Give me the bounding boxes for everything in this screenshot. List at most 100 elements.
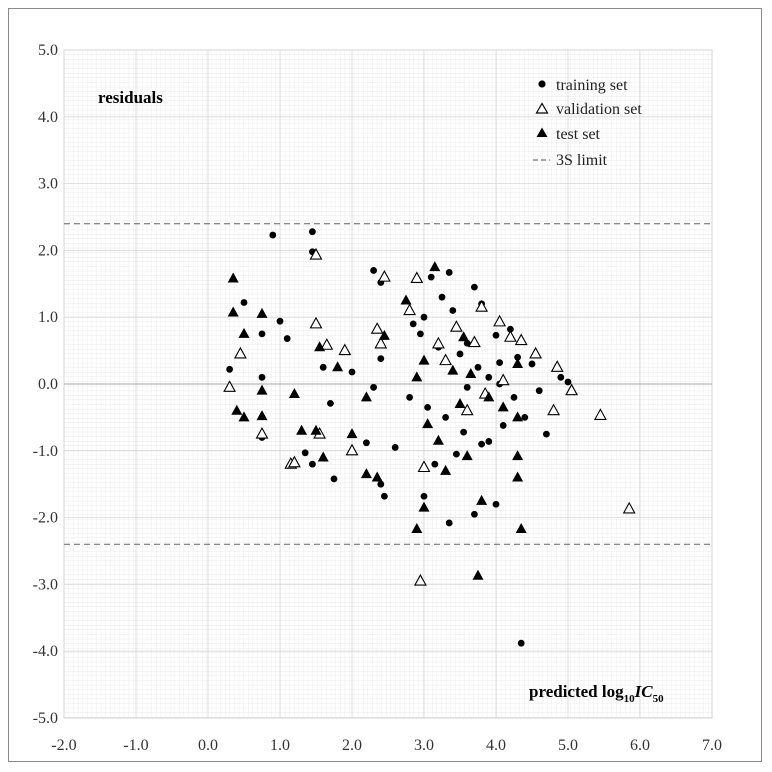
training-point	[499, 422, 507, 429]
training-point	[478, 440, 485, 448]
training-point	[460, 428, 467, 436]
test-point	[458, 331, 470, 342]
x-tick-label: -1.0	[123, 737, 148, 754]
legend-limit-label: 3S limit	[556, 152, 608, 169]
training-point	[363, 439, 370, 447]
training-point	[535, 387, 543, 395]
validation-point	[475, 300, 489, 312]
x-tick-label: 1.0	[270, 737, 290, 754]
training-point	[381, 492, 388, 500]
test-point	[515, 522, 527, 533]
validation-point	[622, 501, 636, 514]
legend-test-label: test set	[556, 126, 601, 143]
x-axis-label-sub50: 50	[653, 693, 665, 705]
x-tick-label: 7.0	[702, 737, 722, 754]
test-point	[454, 398, 466, 409]
training-point	[449, 307, 457, 314]
test-point	[440, 464, 452, 475]
training-point	[420, 313, 428, 321]
legend-training-marker	[538, 80, 546, 88]
validation-point	[410, 271, 424, 284]
x-tick-label: 6.0	[630, 737, 650, 754]
test-point	[429, 261, 441, 272]
test-point	[512, 357, 524, 368]
validation-point	[503, 330, 517, 342]
test-point	[296, 424, 308, 435]
test-point	[256, 384, 268, 395]
training-point	[370, 383, 377, 391]
test-point	[378, 329, 390, 340]
test-point	[476, 494, 488, 505]
validation-point	[493, 314, 507, 327]
training-point	[496, 359, 503, 367]
test-point	[360, 468, 372, 479]
training-point	[471, 283, 478, 291]
training-point	[485, 373, 493, 381]
training-point	[557, 373, 565, 381]
validation-point	[496, 373, 510, 386]
training-point	[438, 293, 446, 301]
training-point	[424, 403, 431, 411]
test-point	[310, 424, 322, 435]
test-point	[317, 451, 329, 462]
training-point	[258, 330, 266, 338]
validation-point	[377, 269, 391, 282]
y-tick-label: -2.0	[33, 510, 58, 527]
test-point	[465, 367, 477, 378]
validation-point	[547, 403, 561, 416]
test-point	[288, 388, 300, 399]
training-point	[327, 399, 334, 407]
training-point	[309, 460, 316, 468]
validation-point	[514, 333, 528, 346]
test-point	[411, 522, 423, 533]
validation-point	[338, 343, 352, 356]
test-point	[512, 411, 524, 422]
test-point	[400, 294, 412, 305]
test-point	[472, 569, 484, 580]
training-point	[471, 510, 478, 518]
y-tick-label: 0.0	[38, 376, 58, 393]
test-point	[256, 307, 268, 318]
training-point	[301, 449, 309, 457]
training-point	[474, 363, 482, 371]
test-point	[418, 501, 430, 512]
training-point	[445, 269, 453, 276]
x-tick-label: 4.0	[486, 737, 506, 754]
validation-point	[413, 573, 427, 586]
validation-point	[223, 380, 237, 392]
test-point	[238, 411, 250, 422]
test-point	[314, 341, 326, 352]
training-point	[240, 299, 248, 306]
training-point	[319, 363, 327, 371]
training-point	[543, 430, 550, 438]
test-point	[332, 361, 344, 372]
validation-point	[374, 336, 388, 349]
validation-point	[431, 336, 445, 349]
test-point	[256, 410, 268, 421]
training-point	[528, 360, 536, 368]
test-point	[512, 471, 524, 482]
y-tick-label: 2.0	[38, 242, 58, 259]
validation-point	[467, 335, 481, 348]
y-tick-label: 3.0	[38, 176, 58, 193]
training-point	[445, 519, 453, 527]
y-tick-label: 5.0	[38, 42, 58, 59]
training-point	[442, 414, 449, 421]
validation-point	[439, 353, 453, 366]
training-point	[226, 365, 234, 373]
training-point	[431, 460, 439, 468]
test-point	[411, 371, 423, 382]
x-axis-label-sub10: 10	[624, 693, 636, 705]
validation-point	[403, 303, 417, 316]
y-tick-label: -4.0	[33, 643, 58, 660]
x-axis-ticks: -2.0 -1.0 0.0 1.0 2.0 3.0 4.0 5.0 6.0 7.0	[51, 737, 722, 754]
validation-point	[287, 455, 301, 468]
test-point	[497, 401, 509, 412]
training-point	[377, 355, 385, 363]
training-point	[507, 325, 514, 333]
test-point	[371, 471, 383, 482]
training-point	[456, 350, 464, 358]
x-tick-label: 3.0	[414, 737, 434, 754]
validation-point	[417, 460, 431, 473]
